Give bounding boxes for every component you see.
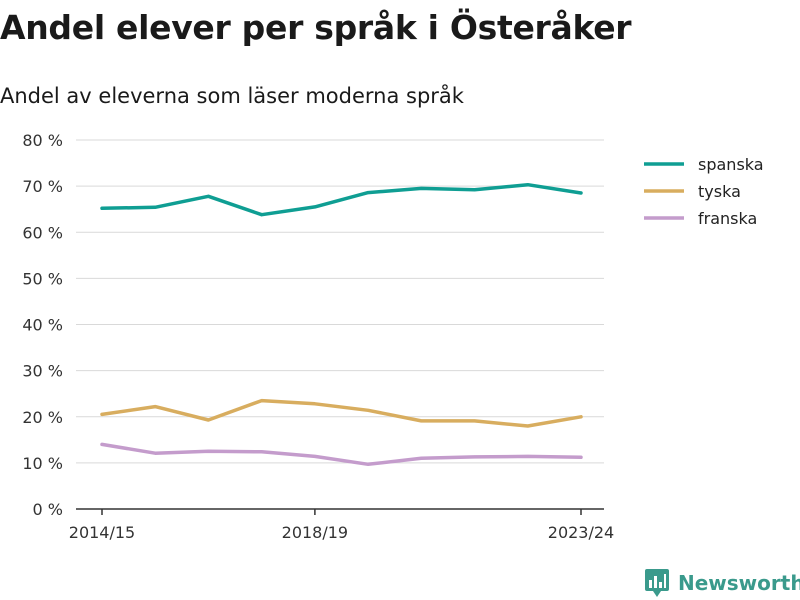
brand-logo[interactable]: Newsworthy — [644, 568, 800, 598]
y-tick-label: 40 % — [22, 316, 63, 335]
x-axis: 2014/15 2018/19 2023/24 — [69, 508, 614, 542]
y-tick-label: 20 % — [22, 408, 63, 427]
legend-label-tyska: tyska — [698, 182, 741, 201]
y-tick-label: 10 % — [22, 454, 63, 473]
series-lines — [100, 182, 583, 467]
legend: spanska tyska franska — [644, 155, 764, 228]
chart-subtitle: Andel av eleverna som läser moderna språ… — [0, 84, 464, 108]
y-tick-label: 60 % — [22, 223, 63, 242]
gridlines — [76, 139, 604, 464]
brand-name: Newsworthy — [678, 571, 800, 595]
y-tick-label: 0 % — [33, 500, 63, 519]
x-tick-label: 2018/19 — [282, 523, 348, 542]
y-tick-label: 50 % — [22, 269, 63, 288]
series-line-tyska — [100, 398, 583, 428]
x-tick-label: 2014/15 — [69, 523, 135, 542]
series-line-franska — [100, 442, 583, 467]
y-axis-tick-labels: 0 % 10 % 20 % 30 % 40 % 50 % 60 % 70 % 80 % — [22, 131, 63, 519]
y-tick-label: 80 % — [22, 131, 63, 150]
newsworthy-logo-icon — [645, 569, 669, 597]
legend-label-spanska: spanska — [698, 155, 764, 174]
chart-title: Andel elever per språk i Österåker — [0, 8, 632, 47]
series-line-spanska — [100, 182, 583, 217]
legend-label-franska: franska — [698, 209, 757, 228]
y-tick-label: 30 % — [22, 362, 63, 381]
x-tick-label: 2023/24 — [548, 523, 614, 542]
y-tick-label: 70 % — [22, 177, 63, 196]
